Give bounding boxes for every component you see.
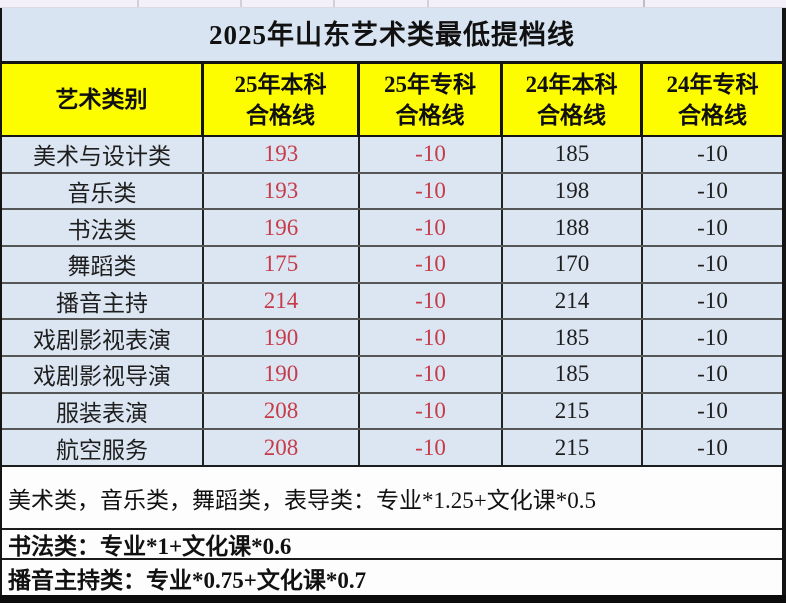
- header-cell-2025-benke: 25年本科 合格线: [204, 64, 360, 135]
- header-cell-2024-zhuanke: 24年专科 合格线: [666, 71, 759, 128]
- value-cell: 198: [503, 173, 643, 209]
- table-remnant-tick: [240, 0, 242, 7]
- table-row-drama-performance: 戏剧影视表演 190 -10 185 -10: [2, 320, 782, 358]
- value-cell: 170: [503, 247, 643, 282]
- category-cell: 戏剧影视表演: [2, 320, 204, 356]
- value-cell: -10: [697, 324, 728, 350]
- table-title: 2025年山东艺术类最低提档线: [2, 8, 782, 64]
- value-cell: 193: [204, 137, 360, 172]
- value-cell: 215: [503, 393, 643, 429]
- value-cell: -10: [360, 210, 503, 246]
- table-row-dance: 舞蹈类 175 -10 170 -10: [2, 247, 782, 284]
- bottom-black-bar: [0, 595, 786, 603]
- value-cell: 190: [204, 357, 360, 392]
- value-cell: -10: [360, 357, 503, 392]
- value-cell: -10: [360, 137, 503, 172]
- value-cell: 185: [503, 320, 643, 356]
- table-row-fine-arts-design: 美术与设计类 193 -10 185 -10: [2, 137, 782, 174]
- note-formula-calligraphy: 书法类：专业*1+文化课*0.6: [2, 530, 782, 560]
- category-cell: 戏剧影视导演: [2, 357, 204, 392]
- value-cell: 214: [204, 283, 360, 319]
- value-cell: 215: [503, 430, 643, 466]
- category-cell: 舞蹈类: [2, 247, 204, 282]
- value-cell: 185: [503, 357, 643, 392]
- value-cell: -10: [360, 393, 503, 429]
- category-cell: 书法类: [2, 210, 204, 246]
- table-body: 美术与设计类 193 -10 185 -10 音乐类 193 -10 198 -…: [2, 137, 782, 468]
- header-cell-2025-zhuanke: 25年专科 合格线: [360, 64, 503, 135]
- table-row-fashion-performance: 服装表演 208 -10 215 -10: [2, 393, 782, 431]
- table-remnant-tick: [643, 0, 645, 7]
- category-cell: 航空服务: [2, 430, 204, 466]
- value-cell: -10: [697, 214, 728, 240]
- value-cell: -10: [697, 251, 728, 277]
- table-row-music: 音乐类 193 -10 198 -10: [2, 173, 782, 211]
- value-cell: -10: [697, 141, 728, 167]
- value-cell: -10: [360, 320, 503, 356]
- admission-line-table: 2025年山东艺术类最低提档线 艺术类别 25年本科 合格线 25年专科 合格线…: [0, 8, 786, 595]
- value-cell: -10: [360, 173, 503, 209]
- note-formula-general: 美术类，音乐类，舞蹈类，表导类：专业*1.25+文化课*0.5: [2, 467, 782, 530]
- value-cell: -10: [697, 288, 728, 314]
- value-cell: 190: [204, 320, 360, 356]
- table-row-drama-directing: 戏剧影视导演 190 -10 185 -10: [2, 357, 782, 394]
- table-row-aviation-service: 航空服务 208 -10 215 -10: [2, 430, 782, 468]
- value-cell: 175: [204, 247, 360, 282]
- category-cell: 美术与设计类: [2, 137, 204, 172]
- table-remnant-tick: [333, 0, 335, 7]
- header-cell-2024-benke: 24年本科 合格线: [503, 64, 643, 135]
- value-cell: -10: [360, 430, 503, 466]
- table-header-row: 艺术类别 25年本科 合格线 25年专科 合格线 24年本科 合格线 24年专科…: [2, 64, 782, 137]
- header-cell-category: 艺术类别: [2, 64, 204, 135]
- value-cell: 185: [503, 137, 643, 172]
- table-remnant-tick: [137, 0, 139, 7]
- value-cell: 214: [503, 283, 643, 319]
- top-remnant-strip: [0, 0, 786, 8]
- value-cell: 208: [204, 393, 360, 429]
- category-cell: 服装表演: [2, 393, 204, 429]
- category-cell: 音乐类: [2, 173, 204, 209]
- table-remnant-tick: [427, 0, 429, 7]
- value-cell: 193: [204, 173, 360, 209]
- value-cell: -10: [360, 247, 503, 282]
- value-cell: -10: [697, 398, 728, 424]
- table-row-calligraphy: 书法类 196 -10 188 -10: [2, 210, 782, 248]
- value-cell: -10: [360, 283, 503, 319]
- value-cell: -10: [697, 178, 728, 203]
- category-cell: 播音主持: [2, 283, 204, 319]
- table-row-broadcasting: 播音主持 214 -10 214 -10: [2, 283, 782, 321]
- value-cell: 188: [503, 210, 643, 246]
- value-cell: -10: [697, 434, 728, 460]
- value-cell: 208: [204, 430, 360, 466]
- note-formula-broadcasting: 播音主持类：专业*0.75+文化课*0.7: [2, 560, 782, 595]
- value-cell: -10: [697, 361, 728, 387]
- value-cell: 196: [204, 210, 360, 246]
